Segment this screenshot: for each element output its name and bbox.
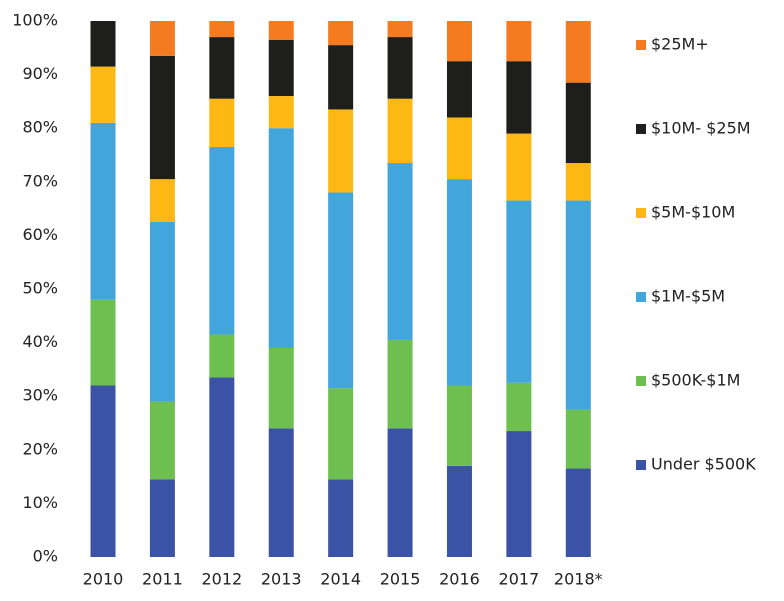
bar-segment — [149, 479, 175, 557]
y-tick-label: 40% — [22, 332, 58, 351]
legend-label: $1M-$5M — [651, 287, 725, 306]
bar-segment — [506, 61, 532, 134]
legend-label: $5M-$10M — [651, 203, 735, 222]
bar-segment — [268, 428, 294, 557]
bar-segment — [328, 21, 354, 46]
bar-segment — [446, 385, 472, 466]
legend-swatch — [636, 40, 646, 50]
x-tick-label: 2010 — [83, 570, 124, 589]
bar-segment — [387, 37, 413, 99]
bar-segment — [446, 179, 472, 386]
bar-segment — [149, 179, 175, 222]
legend-label: $10M- $25M — [651, 119, 751, 138]
legend-label: Under $500K — [651, 455, 756, 474]
legend-swatch — [636, 460, 646, 470]
bar-segment — [268, 347, 294, 429]
legend-swatch — [636, 208, 646, 218]
bar-segment — [446, 21, 472, 62]
legend-label: $500K-$1M — [651, 371, 740, 390]
bar-segment — [268, 96, 294, 129]
bar-segment — [209, 98, 235, 147]
x-tick-label: 2014 — [320, 570, 361, 589]
y-tick-label: 50% — [22, 279, 58, 298]
bar-segment — [90, 122, 116, 300]
bar-segment — [268, 128, 294, 348]
bar-segment — [268, 39, 294, 97]
bar-segment — [90, 385, 116, 557]
bar-segment — [446, 61, 472, 118]
bar-segment — [506, 21, 532, 62]
bar-segment — [387, 21, 413, 38]
bar-segment — [209, 377, 235, 557]
legend-swatch — [636, 124, 646, 134]
bar-segment — [506, 382, 532, 432]
bar-segment — [149, 55, 175, 180]
x-tick-label: 2015 — [380, 570, 421, 589]
bar-segment — [209, 21, 235, 38]
bar-segment — [387, 428, 413, 557]
bar-segment — [565, 82, 591, 164]
legend-swatch — [636, 292, 646, 302]
bar-segment — [328, 45, 354, 110]
bar-segment — [506, 200, 532, 383]
bar-segment — [446, 465, 472, 557]
x-tick-label: 2012 — [201, 570, 242, 589]
bar-segment — [149, 21, 175, 56]
bar-segment — [446, 117, 472, 180]
bar-segment — [565, 21, 591, 83]
x-tick-label: 2018* — [554, 570, 603, 589]
bar-segment — [268, 21, 294, 40]
y-tick-label: 0% — [33, 547, 58, 566]
bar-segment — [328, 388, 354, 480]
y-tick-label: 70% — [22, 171, 58, 190]
bar-segment — [209, 37, 235, 99]
bar-segment — [149, 401, 175, 480]
y-tick-label: 20% — [22, 439, 58, 458]
bar-segment — [506, 431, 532, 557]
bar-segment — [387, 98, 413, 164]
y-tick-label: 100% — [12, 11, 58, 30]
x-tick-label: 2017 — [499, 570, 540, 589]
bar-segment — [90, 299, 116, 386]
y-tick-label: 80% — [22, 118, 58, 137]
x-tick-label: 2011 — [142, 570, 183, 589]
legend-swatch — [636, 376, 646, 386]
y-tick-label: 30% — [22, 386, 58, 405]
bar-segment — [565, 163, 591, 201]
bar-segment — [565, 409, 591, 469]
y-tick-label: 60% — [22, 225, 58, 244]
x-tick-label: 2016 — [439, 570, 480, 589]
bar-segment — [328, 479, 354, 557]
bar-segment — [90, 66, 116, 123]
x-tick-label: 2013 — [261, 570, 302, 589]
bar-segment — [506, 133, 532, 201]
bar-segment — [209, 334, 235, 378]
bar-segment — [328, 109, 354, 193]
bar-segment — [565, 200, 591, 410]
bar-segment — [387, 339, 413, 429]
y-tick-label: 90% — [22, 64, 58, 83]
bar-segment — [90, 21, 116, 67]
bar-segment — [209, 146, 235, 335]
y-tick-label: 10% — [22, 493, 58, 512]
bar-segment — [565, 468, 591, 557]
bar-segment — [328, 192, 354, 389]
bar-segment — [387, 163, 413, 340]
bar-segment — [149, 222, 175, 402]
legend-label: $25M+ — [651, 35, 709, 54]
